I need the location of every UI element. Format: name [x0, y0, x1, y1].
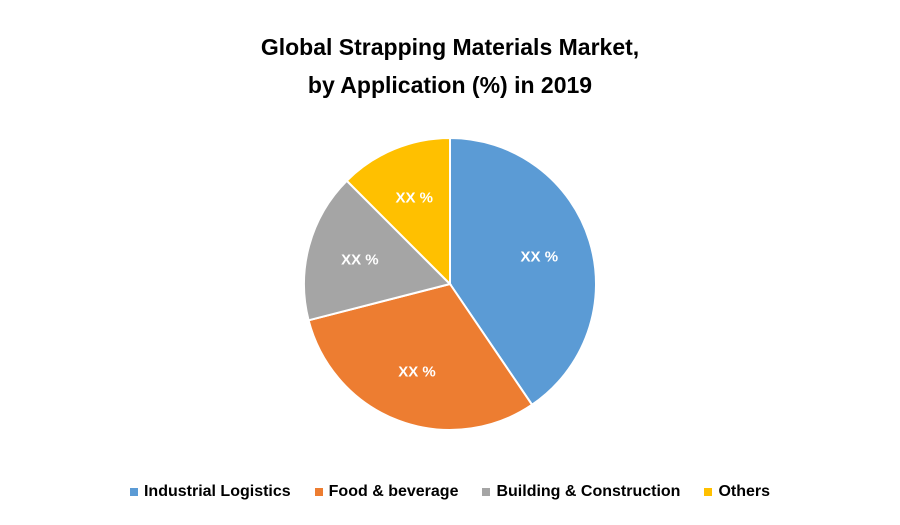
slice-label-industrial-logistics: XX % [521, 249, 559, 266]
slice-label-food-beverage: XX % [398, 363, 436, 380]
legend-item-industrial-logistics: Industrial Logistics [129, 483, 291, 501]
legend-item-food-beverage: Food & beverage [314, 483, 459, 501]
legend-swatch-building-construction [482, 488, 491, 496]
legend-label-others: Others [718, 483, 771, 500]
chart-title-line-2: by Application (%) in 2019 [307, 72, 593, 98]
chart-title: Global Strapping Materials Market, by Ap… [0, 28, 900, 104]
legend-swatch-industrial-logistics [129, 488, 138, 496]
pie-slice-others [345, 136, 451, 287]
legend-item-building-construction: Building & Construction [482, 483, 680, 501]
slice-label-others: XX % [395, 190, 433, 207]
legend-label-industrial-logistics: Industrial Logistics [143, 483, 291, 500]
pie-slice-industrial-logistics [449, 136, 597, 407]
legend-label-building-construction: Building & Construction [496, 483, 681, 500]
legend-label-food-beverage: Food & beverage [328, 483, 459, 500]
chart-title-line-1: Global Strapping Materials Market, [260, 34, 640, 60]
legend: Industrial Logistics Food & beverage Bui… [0, 483, 900, 501]
legend-item-others: Others [704, 483, 770, 501]
pie-slice-building-construction [303, 179, 452, 322]
legend-swatch-food-beverage [314, 488, 323, 496]
legend-swatch-others [704, 488, 713, 496]
pie-slice-food-beverage [307, 282, 534, 431]
slice-label-building-construction: XX % [341, 251, 379, 268]
